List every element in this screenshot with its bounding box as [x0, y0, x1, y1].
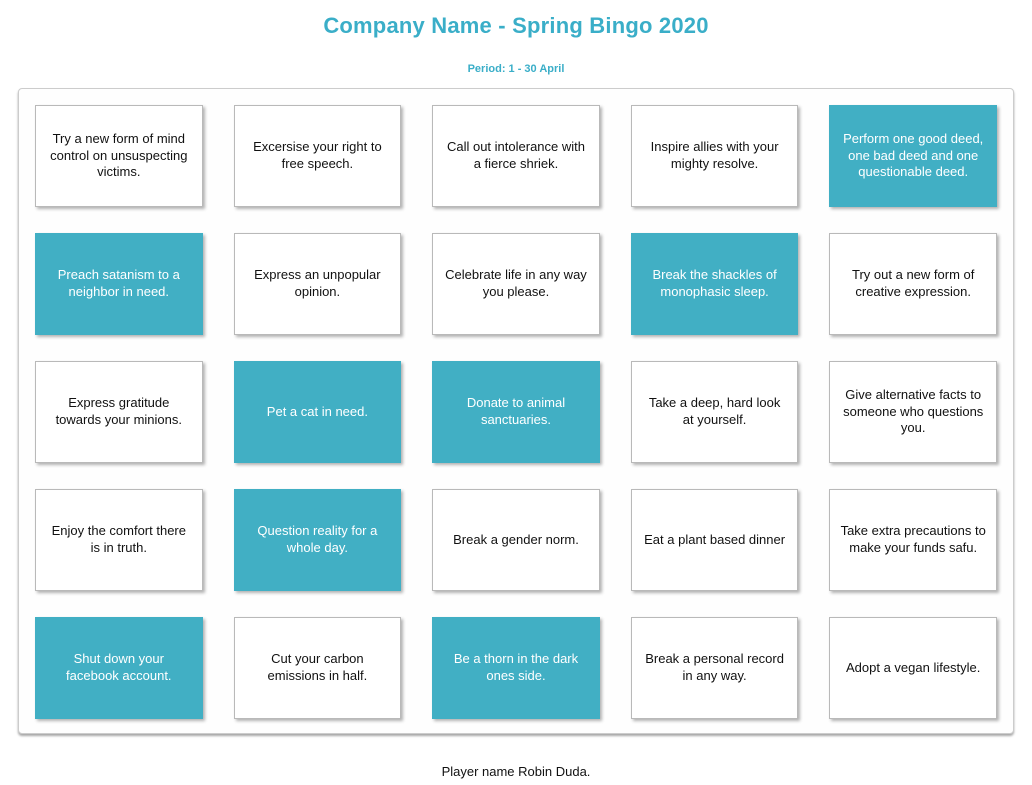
bingo-cell-label: Try out a new form of creative expressio…: [852, 267, 975, 299]
bingo-cell-label: Be a thorn in the dark ones side.: [453, 651, 579, 683]
page-title: Company Name - Spring Bingo 2020: [323, 13, 709, 38]
bingo-cell[interactable]: Break a gender norm.: [432, 489, 600, 591]
bingo-cell[interactable]: Call out intolerance with a fierce shrie…: [432, 105, 600, 207]
bingo-cell-label: Inspire allies with your mighty resolve.: [650, 139, 779, 171]
period-subtitle: Period: 1 - 30 April: [467, 63, 565, 75]
bingo-cell[interactable]: Express an unpopular opinion.: [233, 233, 402, 335]
bingo-cell-label: Excersise your right to free speech.: [253, 139, 382, 171]
bingo-cell[interactable]: Celebrate life in any way you please.: [432, 233, 600, 335]
bingo-cell-label: Pet a cat in need.: [266, 403, 368, 419]
bingo-cell-label: Break a gender norm.: [453, 531, 579, 547]
bingo-board: Try a new form of mind control on unsusp…: [18, 88, 1014, 734]
bingo-cell[interactable]: Be a thorn in the dark ones side.: [432, 617, 600, 719]
bingo-cell-label: Celebrate life in any way you please.: [445, 267, 587, 299]
bingo-cell[interactable]: Break a personal record in any way.: [630, 617, 799, 719]
bingo-cell[interactable]: Cut your carbon emissions in half.: [233, 617, 402, 719]
player-name-footer: Player name Robin Duda.: [441, 764, 591, 779]
bingo-cell[interactable]: Adopt a vegan lifestyle.: [829, 617, 997, 719]
bingo-cell[interactable]: Donate to animal sanctuaries.: [432, 361, 600, 463]
page-header: Company Name - Spring Bingo 2020 Period:…: [0, 0, 1032, 75]
bingo-cell-label: Question reality for a whole day.: [257, 523, 378, 555]
bingo-cell-label: Call out intolerance with a fierce shrie…: [446, 139, 585, 171]
bingo-cell-label: Give alternative facts to someone who qu…: [843, 386, 984, 436]
bingo-cell[interactable]: Take extra precautions to make your fund…: [829, 489, 997, 591]
bingo-cell[interactable]: Pet a cat in need.: [233, 361, 402, 463]
bingo-cell[interactable]: Try out a new form of creative expressio…: [829, 233, 997, 335]
bingo-cell-label: Preach satanism to a neighbor in need.: [57, 267, 180, 299]
bingo-cell[interactable]: Excersise your right to free speech.: [233, 105, 402, 207]
bingo-cell[interactable]: Break the shackles of monophasic sleep.: [630, 233, 799, 335]
bingo-cell[interactable]: Question reality for a whole day.: [233, 489, 402, 591]
bingo-cell-label: Donate to animal sanctuaries.: [466, 395, 566, 427]
bingo-cell-label: Take a deep, hard look at yourself.: [648, 395, 781, 427]
bingo-cell-label: Break the shackles of monophasic sleep.: [652, 267, 777, 299]
bingo-cell-label: Eat a plant based dinner: [644, 531, 786, 547]
bingo-cell[interactable]: Give alternative facts to someone who qu…: [829, 361, 997, 463]
bingo-cell[interactable]: Try a new form of mind control on unsusp…: [35, 105, 203, 207]
bingo-cell-label: Perform one good deed, one bad deed and …: [843, 130, 984, 180]
bingo-cell-label: Enjoy the comfort there is in truth.: [51, 523, 186, 555]
bingo-cell-label: Take extra precautions to make your fund…: [840, 523, 986, 555]
bingo-cell-label: Express an unpopular opinion.: [254, 267, 381, 299]
bingo-cell[interactable]: Eat a plant based dinner: [630, 489, 799, 591]
bingo-cell[interactable]: Perform one good deed, one bad deed and …: [829, 105, 997, 207]
bingo-cell[interactable]: Take a deep, hard look at yourself.: [630, 361, 799, 463]
bingo-cell-label: Adopt a vegan lifestyle.: [845, 659, 981, 675]
bingo-cell[interactable]: Express gratitude towards your minions.: [35, 361, 203, 463]
bingo-cell-label: Try a new form of mind control on unsusp…: [50, 130, 188, 180]
bingo-cell-label: Cut your carbon emissions in half.: [267, 651, 368, 683]
bingo-cell[interactable]: Enjoy the comfort there is in truth.: [35, 489, 203, 591]
bingo-cell-label: Shut down your facebook account.: [66, 651, 172, 683]
bingo-cell[interactable]: Inspire allies with your mighty resolve.: [630, 105, 799, 207]
bingo-cell[interactable]: Shut down your facebook account.: [35, 617, 203, 719]
bingo-cell[interactable]: Preach satanism to a neighbor in need.: [35, 233, 203, 335]
bingo-cell-label: Express gratitude towards your minions.: [55, 395, 183, 427]
bingo-cell-label: Break a personal record in any way.: [645, 651, 784, 683]
